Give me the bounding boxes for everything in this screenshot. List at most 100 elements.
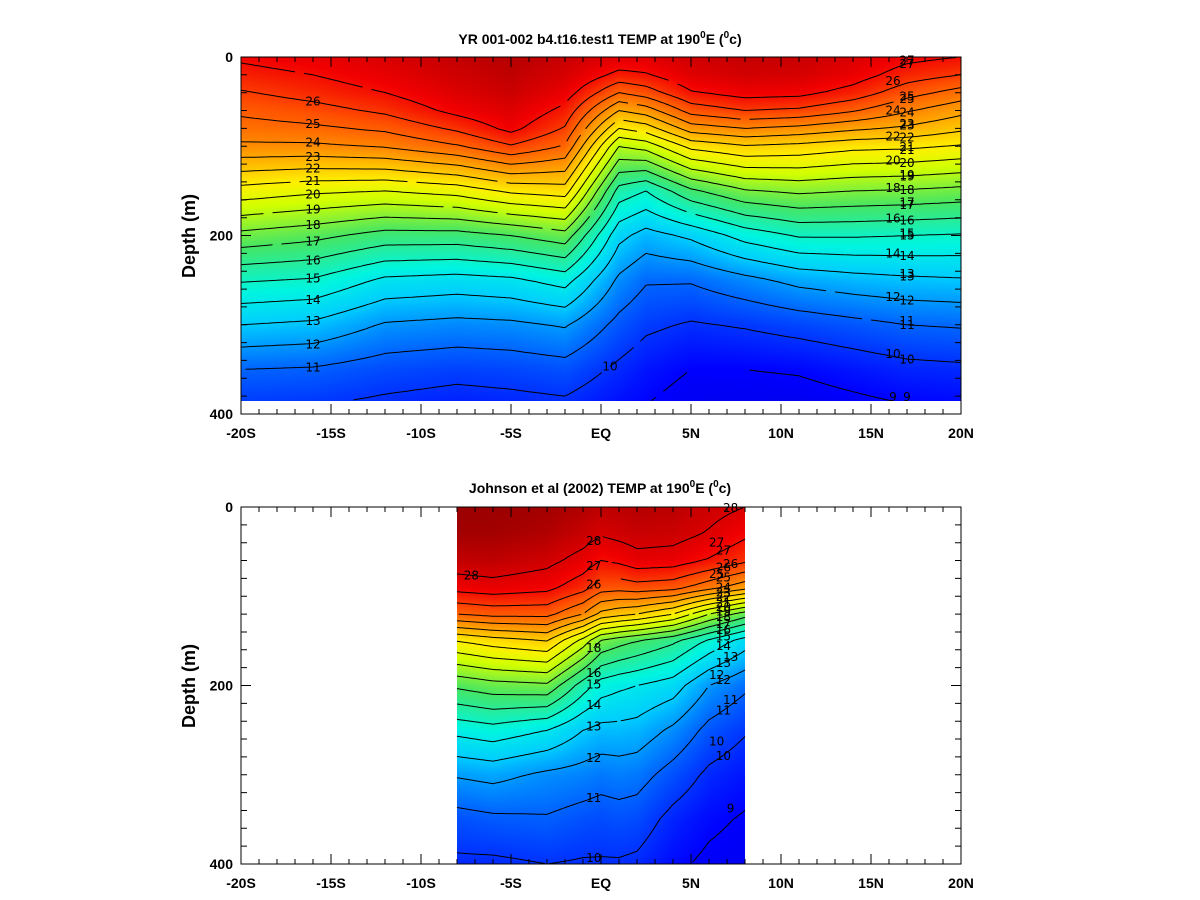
contour-label: 11 [305, 361, 320, 375]
contour-label: 10 [586, 851, 601, 865]
contour-label: 13 [723, 650, 738, 664]
contour-21 [240, 127, 962, 198]
y-tick-label: 200 [210, 228, 234, 244]
contour-label: 24 [716, 580, 731, 594]
x-tick-label: 10N [768, 875, 794, 891]
contour-label: 26 [586, 578, 601, 592]
contour-label: 12 [899, 294, 914, 308]
y-tick-label: 400 [210, 406, 234, 422]
x-tick-label: EQ [591, 425, 611, 441]
contour-label: 16 [885, 212, 900, 226]
contour-label: 18 [305, 218, 320, 232]
x-tick-label: EQ [591, 875, 611, 891]
contour-label: 9 [889, 390, 897, 404]
contour-18 [240, 158, 962, 232]
contour-22 [240, 119, 962, 185]
contour-label: 25 [716, 571, 731, 585]
contour-21 [456, 597, 746, 652]
contour-label: 28 [723, 501, 738, 515]
contour-24 [456, 581, 745, 626]
x-tick-label: -5S [500, 875, 522, 891]
contour-label: 23 [716, 586, 731, 600]
contour-label: 28 [586, 534, 601, 548]
y-axis-label: Depth (m) [179, 644, 199, 728]
x-tick-label: 5N [682, 425, 700, 441]
contour-label: 14 [305, 293, 320, 307]
tick-marks [240, 56, 962, 415]
x-tick-label: -10S [406, 425, 436, 441]
contour-19 [240, 146, 962, 220]
contour-label: 15 [716, 629, 731, 643]
contour-label: 14 [586, 698, 601, 712]
contour-labels: 2828272618161514131211102726252423222120… [464, 501, 738, 865]
contour-label: 24 [885, 104, 900, 118]
y-axis-label: Depth (m) [179, 194, 199, 278]
y-tick-label: 0 [225, 499, 233, 515]
contour-label: 27 [899, 57, 914, 71]
contour-27 [240, 57, 957, 133]
contour-label: 18 [716, 610, 731, 624]
contour-label: 12 [305, 337, 320, 351]
contour-label: 14 [899, 249, 914, 263]
x-tick-label: -5S [500, 425, 522, 441]
contour-label: 11 [586, 791, 601, 805]
axis-ticks [240, 506, 962, 865]
x-tick-label: 20N [948, 875, 974, 891]
contour-label: 18 [586, 641, 601, 655]
contour-label: 15 [305, 271, 320, 285]
tick-marks [240, 506, 962, 865]
contour-label: 10 [602, 360, 617, 374]
contour-label: 15 [586, 678, 601, 692]
contour-label: 9 [727, 802, 735, 816]
contour-16 [456, 623, 746, 710]
contour-label: 24 [899, 105, 914, 119]
contour-9 [692, 810, 746, 863]
contour-label: 12 [709, 668, 724, 682]
contour-label: 23 [899, 119, 914, 133]
contour-10 [353, 320, 962, 401]
contour-label: 16 [899, 213, 914, 227]
contour-label: 10 [885, 347, 900, 361]
contour-label: 22 [885, 129, 900, 143]
contour-lines [456, 507, 746, 865]
contour-label: 11 [716, 704, 731, 718]
contour-10 [456, 736, 746, 865]
contour-19 [456, 606, 746, 674]
x-tick-label: 15N [858, 875, 884, 891]
contour-label: 17 [716, 617, 731, 631]
contour-label: 23 [899, 117, 914, 131]
contour-label: 19 [305, 203, 320, 217]
contour-label: 21 [899, 143, 914, 157]
contour-label: 14 [716, 639, 731, 653]
contour-label: 23 [305, 150, 320, 164]
contour-28 [456, 507, 744, 579]
y-tick-label: 200 [210, 678, 234, 694]
contour-label: 11 [723, 693, 738, 707]
contour-18 [456, 611, 746, 684]
contour-label: 10 [716, 749, 731, 763]
x-tick-label: -15S [316, 875, 346, 891]
contour-15 [240, 190, 962, 283]
contour-label: 9 [903, 390, 911, 404]
contour-label: 25 [899, 92, 914, 106]
contour-25 [458, 571, 746, 617]
contour-label: 20 [716, 600, 731, 614]
contour-label: 14 [885, 246, 900, 260]
contour-17 [456, 616, 746, 696]
y-tick-label: 0 [225, 49, 233, 65]
contour-27 [456, 538, 746, 595]
contour-label: 19 [899, 170, 914, 184]
contour-11 [245, 283, 962, 370]
x-tick-label: -10S [406, 875, 436, 891]
x-tick-label: 20N [948, 425, 974, 441]
contour-13 [240, 227, 962, 326]
contour-label: 13 [899, 267, 914, 281]
contour-label: 13 [899, 270, 914, 284]
contour-label: 13 [716, 656, 731, 670]
contour-lines [240, 57, 962, 402]
y-tick-label: 400 [210, 856, 234, 872]
contour-label: 10 [899, 353, 914, 367]
contour-15 [456, 630, 746, 725]
contour-label: 21 [305, 174, 320, 188]
